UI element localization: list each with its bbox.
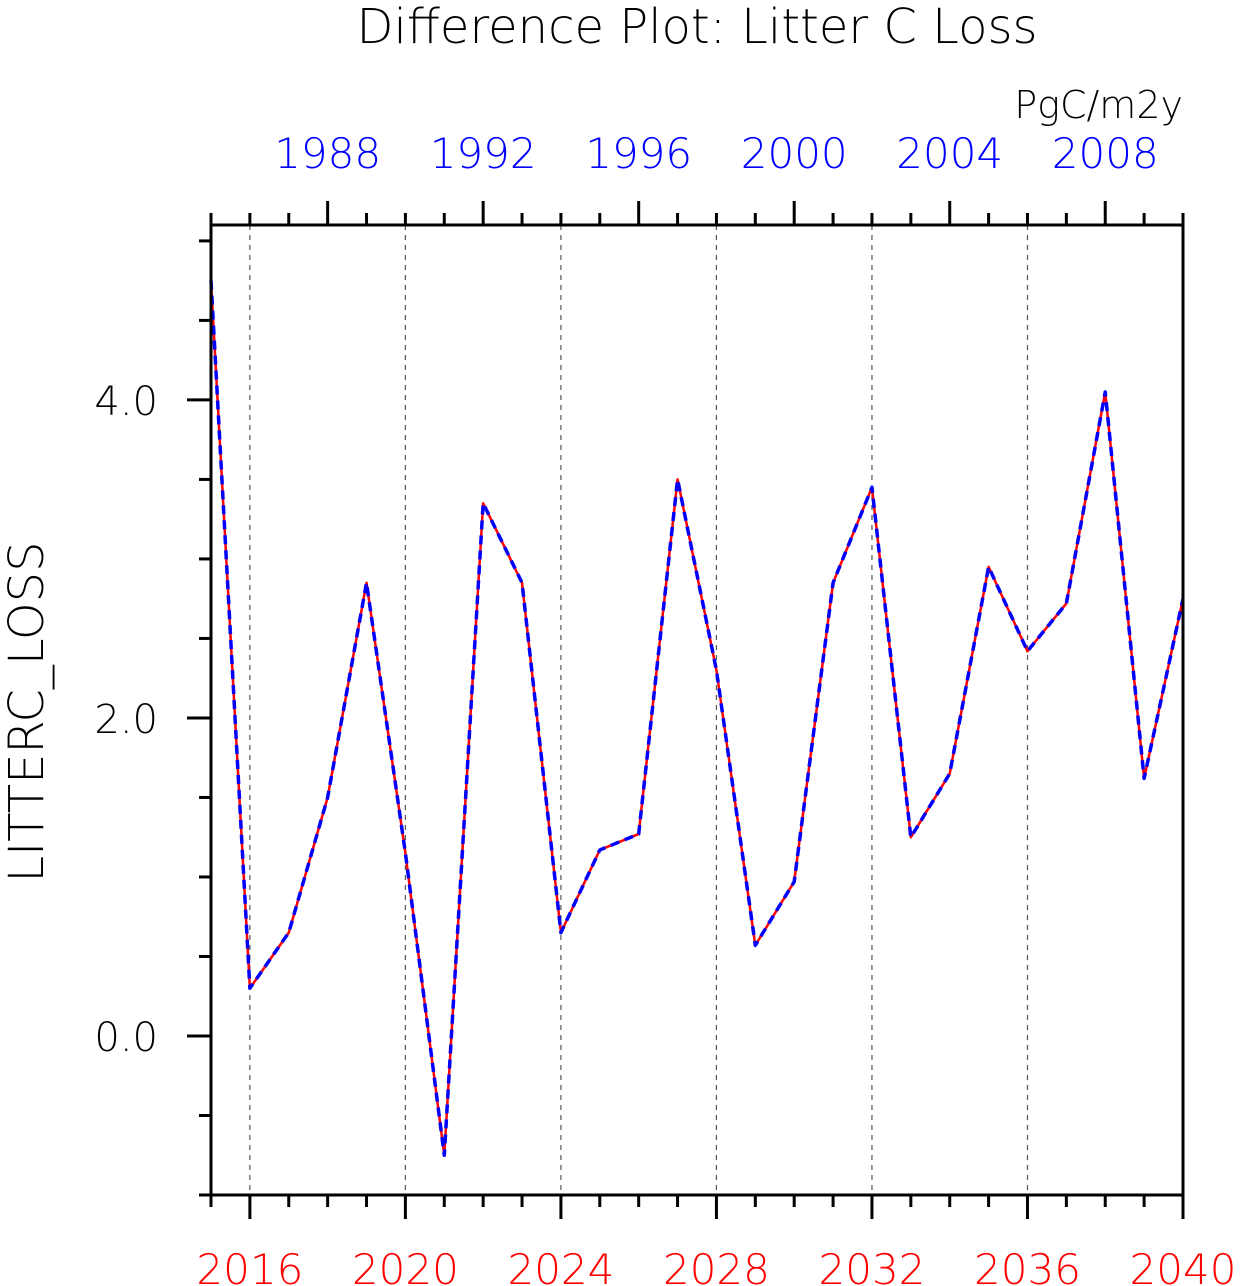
chart-title: Difference Plot: Litter C Loss xyxy=(357,0,1038,55)
top-tick-label: 2004 xyxy=(896,129,1003,178)
bottom-tick-label: 2016 xyxy=(196,1245,303,1286)
plot-frame xyxy=(209,223,1185,1197)
top-tick-label: 1988 xyxy=(274,129,381,178)
top-tick-label: 1996 xyxy=(585,129,692,178)
bottom-tick-label: 2032 xyxy=(819,1245,926,1286)
bottom-tick-label: 2036 xyxy=(974,1245,1081,1286)
grid-layer xyxy=(249,225,1029,1195)
label-layer: 2016 2020 2024 2028 2032 2036 2040 1988 1992 1996… xyxy=(94,129,1236,1286)
bottom-tick-label: 2020 xyxy=(352,1245,459,1286)
top-tick-label: 2000 xyxy=(741,129,848,178)
tick-layer xyxy=(187,201,1185,1219)
series-layer xyxy=(209,280,1185,1157)
bottom-tick-label: 2028 xyxy=(663,1245,770,1286)
series-line-red-solid xyxy=(209,280,1185,1157)
bottom-tick-label: 2024 xyxy=(507,1245,614,1286)
bottom-tick-label: 2040 xyxy=(1130,1245,1237,1286)
top-tick-label: 2008 xyxy=(1052,129,1159,178)
left-tick-label: 4.0 xyxy=(94,379,158,425)
left-tick-label: 0.0 xyxy=(94,1015,158,1061)
units-label: PgC/m2y xyxy=(1014,83,1183,127)
y-axis-label: LITTERC_LOSS xyxy=(0,541,55,882)
left-tick-label: 2.0 xyxy=(94,697,158,743)
top-tick-label: 1992 xyxy=(430,129,537,178)
series-line-blue-dashed xyxy=(209,280,1185,1157)
